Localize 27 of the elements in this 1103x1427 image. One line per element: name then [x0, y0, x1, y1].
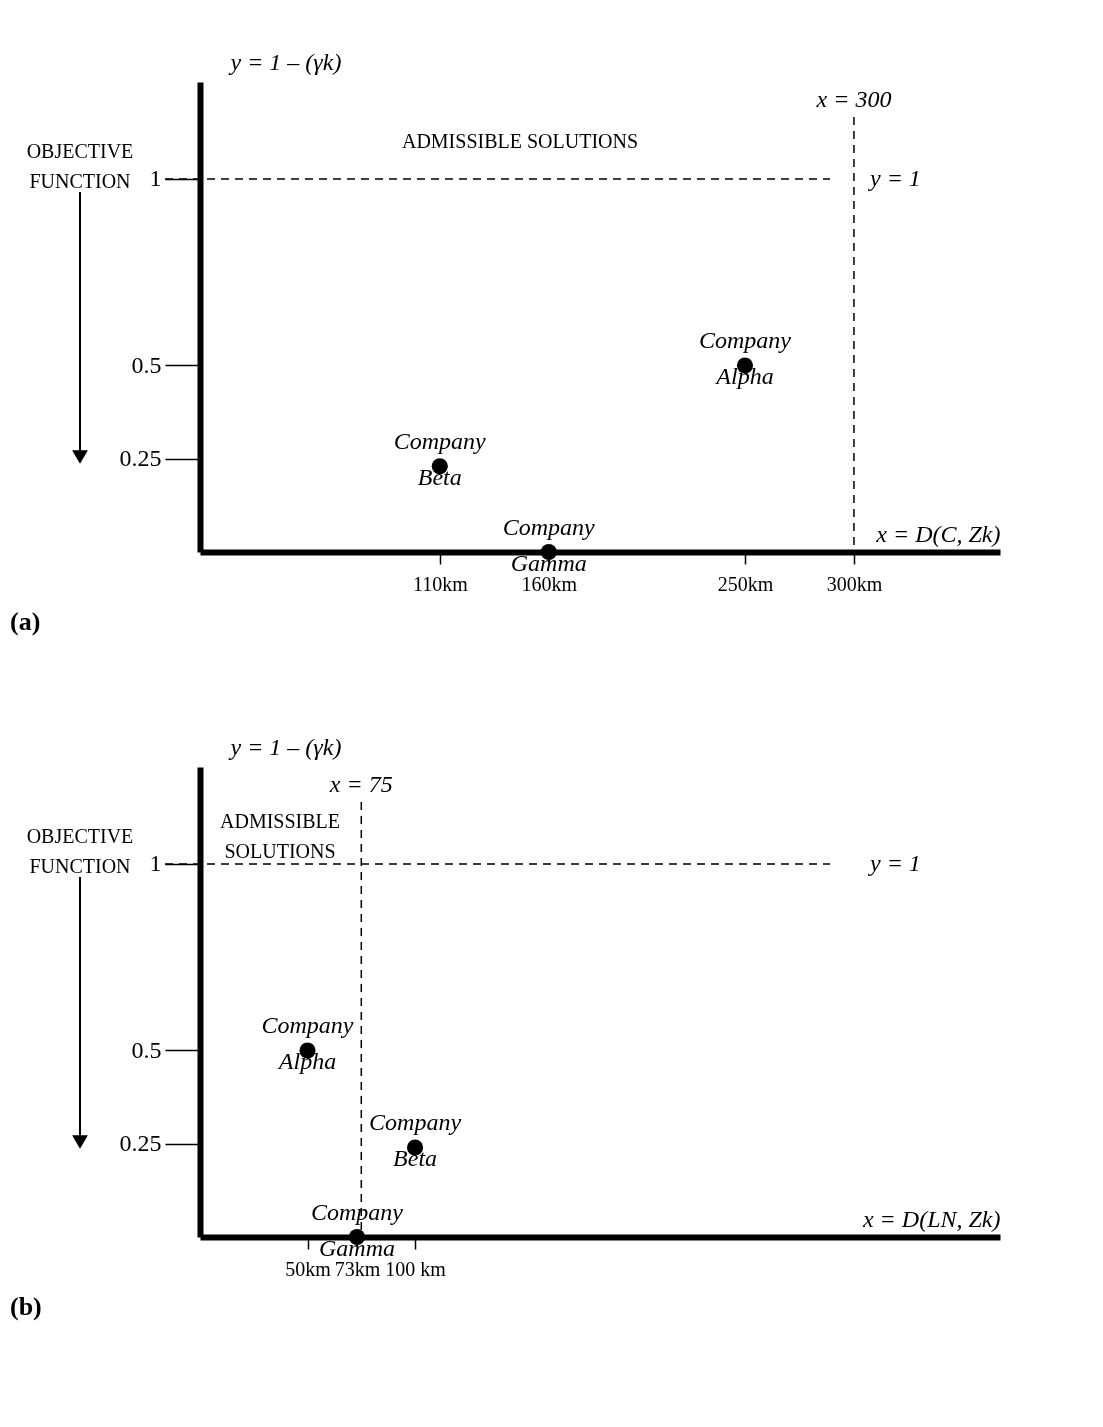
text: OBJECTIVE FUNCTION [26, 140, 134, 192]
annotation: Company Alpha [261, 1012, 354, 1075]
ref-line-label: x = 300 [815, 86, 892, 112]
annotation: ADMISSIBLE SOLUTIONS [219, 810, 341, 862]
y-tick-label: 1 [149, 165, 162, 192]
y-tick-label: 1 [149, 850, 162, 877]
annotation: Company Beta [369, 1109, 462, 1172]
text: (b) [10, 1292, 42, 1321]
y-tick-label: 0.25 [119, 1130, 162, 1157]
y-tick-label: 0.5 [131, 351, 162, 378]
annotation: Company Alpha [698, 327, 792, 390]
x-tick-label: 300km [826, 572, 883, 595]
x-tick-label: 250km [717, 572, 774, 595]
text: (a) [10, 607, 41, 636]
x-axis-title: x = D(C, Zk) [875, 520, 1001, 547]
annotation: ADMISSIBLE SOLUTIONS [401, 130, 639, 152]
y-axis-title: y = 1 – (γk) [228, 733, 342, 760]
annotation: Company Beta [393, 428, 487, 491]
ref-line-label: x = 75 [328, 771, 393, 797]
x-axis-title: x = D(LN, Zk) [861, 1205, 1001, 1232]
ref-line-label: y = 1 [868, 849, 921, 876]
y-tick-label: 0.25 [119, 445, 162, 472]
y-tick-label: 0.5 [131, 1036, 162, 1063]
y-axis-title: y = 1 – (γk) [228, 48, 342, 75]
x-tick-label: 110km [412, 572, 469, 595]
text: OBJECTIVE FUNCTION [26, 825, 134, 877]
ref-line-label: y = 1 [868, 164, 921, 191]
